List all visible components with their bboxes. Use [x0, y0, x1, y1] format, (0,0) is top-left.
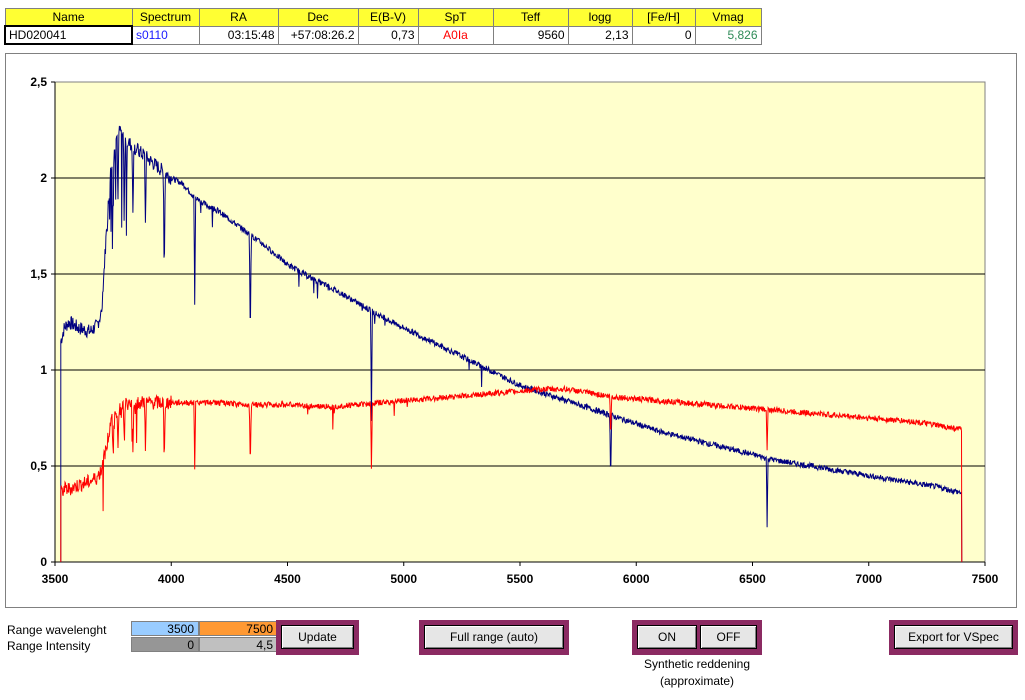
range-wavelength-label: Range wavelenght [7, 623, 107, 637]
x-tick-label: 7000 [855, 572, 882, 586]
spectrum-chart: 0 0,5 1 1,5 2 2,5 3500 4000 4500 5000 5500 6000 6500… [5, 53, 1017, 608]
x-tick-label: 5000 [390, 572, 417, 586]
x-tick-label: 6000 [623, 572, 650, 586]
y-tick-label: 0,5 [30, 459, 47, 473]
header-dec: Dec [277, 8, 359, 27]
cell-spectrum[interactable]: s0110 [131, 25, 200, 45]
cell-dec[interactable]: +57:08:26.2 [277, 25, 359, 45]
x-tick-label: 3500 [42, 572, 69, 586]
wavelength-max-field[interactable]: 7500 [199, 621, 278, 636]
y-tick-label: 1 [40, 363, 47, 377]
x-tick-label: 4000 [158, 572, 185, 586]
header-teff: Teff [492, 8, 569, 27]
cell-teff[interactable]: 9560 [492, 25, 569, 45]
reddening-caption-line1: Synthetic reddening [643, 657, 751, 671]
update-button[interactable]: Update [281, 625, 354, 649]
full-range-button[interactable]: Full range (auto) [424, 625, 564, 649]
x-tick-label: 4500 [274, 572, 301, 586]
range-intensity-label: Range Intensity [7, 639, 91, 653]
y-tick-label: 1,5 [30, 267, 47, 281]
x-tick-label: 5500 [507, 572, 534, 586]
reddening-caption-line2: (approximate) [659, 674, 735, 688]
header-name: Name [4, 8, 133, 27]
x-tick-label: 6500 [739, 572, 766, 586]
table-header-row: Name Spectrum RA Dec E(B-V) SpT Teff log… [4, 8, 762, 27]
series-line-dereddened [60, 125, 963, 563]
cell-spt[interactable]: A0Ia [417, 25, 494, 45]
series-line-observed [60, 384, 963, 563]
intensity-max-field[interactable]: 4,5 [199, 637, 278, 652]
reddening-off-button[interactable]: OFF [700, 625, 757, 649]
cell-logg[interactable]: 2,13 [567, 25, 633, 45]
spectrum-chart-svg: 0 0,5 1 1,5 2 2,5 3500 4000 4500 5000 5500 6000 6500… [30, 75, 999, 586]
y-tick-label: 2 [40, 171, 47, 185]
cell-feh[interactable]: 0 [631, 25, 696, 45]
cell-ebv[interactable]: 0,73 [357, 25, 419, 45]
plot-area [54, 81, 986, 563]
table-value-row: HD020041 s0110 03:15:48 +57:08:26.2 0,73… [4, 25, 762, 45]
star-info-table: Name Spectrum RA Dec E(B-V) SpT Teff log… [4, 8, 762, 45]
header-spectrum: Spectrum [131, 8, 200, 27]
y-tick-label: 0 [40, 555, 47, 569]
header-spt: SpT [417, 8, 494, 27]
header-logg: logg [567, 8, 633, 27]
header-ebv: E(B-V) [357, 8, 419, 27]
cell-name[interactable]: HD020041 [4, 25, 133, 45]
cell-ra[interactable]: 03:15:48 [198, 25, 279, 45]
header-ra: RA [198, 8, 279, 27]
y-tick-label: 2,5 [30, 75, 47, 89]
reddening-on-button[interactable]: ON [637, 625, 697, 649]
cell-vmag[interactable]: 5,826 [694, 25, 762, 45]
header-vmag: Vmag [694, 8, 762, 27]
wavelength-min-field[interactable]: 3500 [131, 621, 199, 636]
header-feh: [Fe/H] [631, 8, 696, 27]
export-vspec-button[interactable]: Export for VSpec [894, 625, 1013, 649]
intensity-min-field[interactable]: 0 [131, 637, 199, 652]
x-tick-label: 7500 [972, 572, 999, 586]
